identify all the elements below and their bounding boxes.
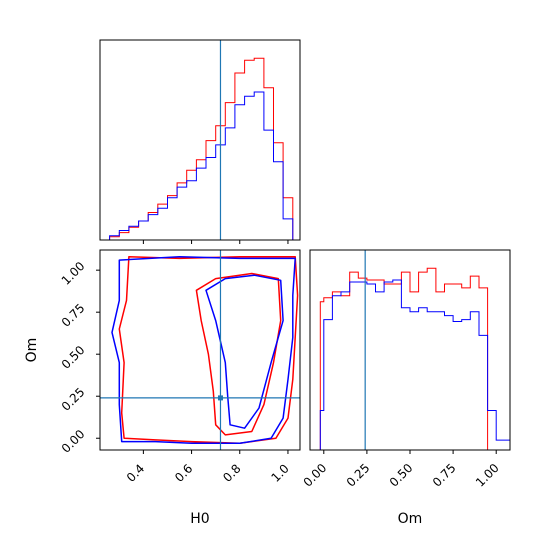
x-axis-label-om: Om xyxy=(398,511,423,527)
y-tick-label-contour-3: 0.75 xyxy=(59,301,88,330)
contour-series-1-level-1 xyxy=(118,255,299,445)
y-axis-label-om: Om xyxy=(24,338,40,363)
x-tick-label-hist-om-3: 0.75 xyxy=(430,461,459,490)
x-tick-label-contour-1: 0.6 xyxy=(172,461,195,484)
panel-frame-hist-h0 xyxy=(99,39,301,241)
x-tick-label-contour-0: 0.4 xyxy=(124,461,147,484)
x-tick-label-contour-2: 0.8 xyxy=(220,461,243,484)
x-axis-label-h0: H0 xyxy=(190,511,209,527)
y-tick-label-contour-0: 0.00 xyxy=(59,427,88,456)
histogram-hist-h0-series-1 xyxy=(100,57,300,241)
panel-frame-contour xyxy=(99,249,301,451)
y-tick-label-contour-2: 0.50 xyxy=(59,343,88,372)
histogram-hist-h0-series-2 xyxy=(100,91,300,241)
y-tick-label-contour-1: 0.25 xyxy=(59,385,88,414)
contour-series-2-level-2 xyxy=(205,274,284,429)
x-tick-label-hist-om-1: 0.25 xyxy=(344,461,373,490)
contour-series-2-level-1 xyxy=(111,255,296,445)
x-tick-label-hist-om-2: 0.50 xyxy=(387,461,416,490)
x-tick-label-contour-3: 1.0 xyxy=(268,461,291,484)
x-tick-label-hist-om-0: 0.00 xyxy=(301,461,330,490)
truth-point xyxy=(217,395,223,401)
y-tick-label-contour-4: 1.00 xyxy=(59,259,88,288)
x-tick-label-hist-om-4: 1.00 xyxy=(473,461,502,490)
histogram-hist-om-series-2 xyxy=(310,279,510,451)
contour-series-1-level-2 xyxy=(195,272,282,436)
